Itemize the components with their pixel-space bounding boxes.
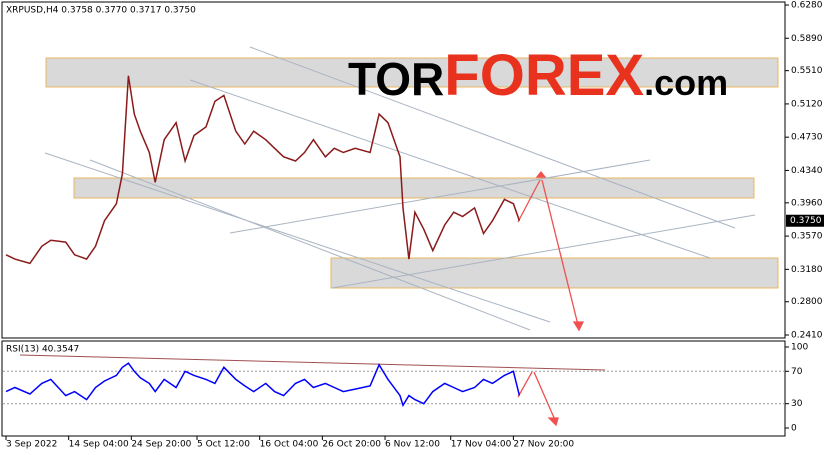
y-tick-label: 0.3960: [791, 198, 823, 208]
series-line: [5, 362, 521, 408]
price-marker: [786, 214, 824, 227]
y-tick-label: 100: [791, 343, 808, 353]
y-tick-label: 70: [791, 367, 803, 377]
price-label: 0.3750: [790, 216, 822, 226]
arrow: [533, 371, 556, 421]
trend-line: [44, 152, 551, 323]
rsi-trend-line: [19, 354, 606, 371]
series-line: [5, 75, 521, 265]
logo-part: .com: [644, 62, 728, 103]
y-tick-label: 0.6280: [791, 1, 823, 11]
arrow-head: [547, 417, 559, 427]
trend-line: [189, 79, 711, 259]
resistance-zone: [45, 57, 779, 88]
x-tick-label: 14 Sep 04:00: [69, 440, 129, 450]
y-tick-label: 0.3570: [791, 232, 823, 242]
trend-line: [249, 46, 736, 229]
x-tick-label: 27 Nov 20:00: [513, 440, 574, 450]
arrow: [541, 179, 579, 326]
x-tick-label: 17 Nov 04:00: [451, 440, 512, 450]
y-tick-label: 0.2410: [791, 331, 823, 341]
rsi-panel: [1, 340, 786, 437]
x-tick-label: 3 Sep 2022: [6, 440, 57, 450]
arrow: [517, 179, 541, 223]
y-tick-label: 0.5120: [791, 99, 823, 109]
arrow: [517, 371, 533, 398]
x-tick-label: 24 Sep 20:00: [131, 440, 191, 450]
x-tick-label: 5 Oct 12:00: [197, 440, 250, 450]
zones: [45, 57, 779, 289]
trend-line: [89, 159, 531, 331]
support-zone: [330, 257, 779, 289]
y-tick-label: 0.3180: [791, 265, 823, 275]
y-tick-label: 0: [791, 424, 797, 434]
x-tick-label: 26 Oct 20:00: [322, 440, 381, 450]
chart-title: XRPUSD,H4 0.3758 0.3770 0.3717 0.3750: [6, 6, 196, 16]
arrow-head: [535, 170, 547, 178]
arrow-head: [572, 321, 585, 332]
x-tick-label: 6 Nov 12:00: [385, 440, 440, 450]
x-tick-label: 16 Oct 04:00: [260, 440, 319, 450]
y-tick-label: 0.4340: [791, 166, 823, 176]
y-tick-label: 0.2800: [791, 297, 823, 307]
y-tick-label: 0.4730: [791, 133, 823, 143]
logo-part: TOR: [348, 53, 444, 105]
logo: TORFOREX.com: [348, 43, 728, 108]
trend-line: [229, 159, 651, 234]
middle-zone: [73, 177, 755, 199]
y-tick-label: 30: [791, 399, 803, 409]
forecast-arrows: [517, 170, 585, 427]
trend-lines: [19, 46, 756, 371]
rsi-title: RSI(13) 40.3547: [6, 345, 79, 355]
y-tick-label: 0.5890: [791, 34, 823, 44]
trend-line: [331, 214, 756, 289]
y-tick-label: 0.5510: [791, 66, 823, 76]
logo-part: FOREX: [444, 43, 644, 108]
